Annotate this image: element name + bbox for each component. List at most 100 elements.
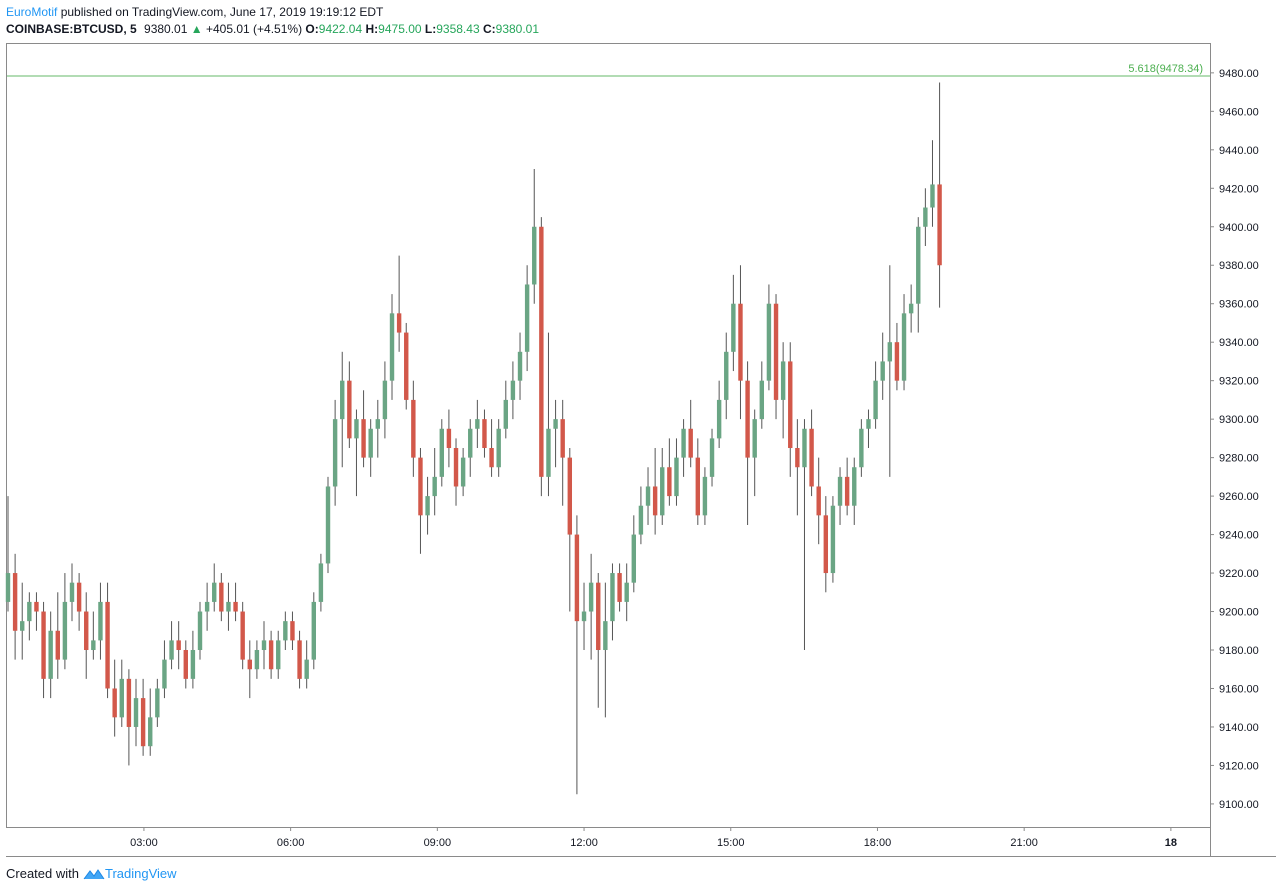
author-link[interactable]: EuroMotif xyxy=(6,5,58,19)
candle[interactable] xyxy=(667,438,672,506)
candle[interactable] xyxy=(859,419,864,477)
candle[interactable] xyxy=(695,438,701,525)
candle[interactable] xyxy=(212,563,217,612)
candle[interactable] xyxy=(290,611,295,651)
candle[interactable] xyxy=(660,448,665,525)
candle[interactable] xyxy=(5,496,11,612)
candle[interactable] xyxy=(425,476,430,535)
candle[interactable] xyxy=(41,601,46,699)
candle[interactable] xyxy=(588,553,594,660)
candle[interactable] xyxy=(780,342,786,439)
candle[interactable] xyxy=(55,592,60,679)
candle[interactable] xyxy=(283,611,288,651)
candle[interactable] xyxy=(411,380,416,477)
price-axis[interactable]: 9100.00 9120.00 9140.00 9160.00 9180.00 9200.… xyxy=(1210,68,1259,811)
candle[interactable] xyxy=(140,678,146,756)
candle[interactable] xyxy=(204,582,210,631)
candle[interactable] xyxy=(702,467,708,525)
candle[interactable] xyxy=(354,409,359,497)
candle[interactable] xyxy=(396,255,402,352)
candle[interactable] xyxy=(645,467,651,525)
candle[interactable] xyxy=(325,476,331,574)
candle[interactable] xyxy=(12,553,18,660)
candle[interactable] xyxy=(162,640,167,699)
candle[interactable] xyxy=(439,419,444,487)
candle[interactable] xyxy=(148,688,153,756)
candle[interactable] xyxy=(553,399,558,468)
candle[interactable] xyxy=(930,140,935,227)
candle[interactable] xyxy=(759,361,765,429)
candle[interactable] xyxy=(496,419,501,477)
candle[interactable] xyxy=(674,438,679,506)
candle[interactable] xyxy=(76,573,82,631)
candle[interactable] xyxy=(69,563,75,622)
candle[interactable] xyxy=(475,399,480,449)
candle[interactable] xyxy=(510,361,516,420)
candle[interactable] xyxy=(624,563,629,622)
candle[interactable] xyxy=(681,419,686,477)
candle[interactable] xyxy=(937,82,942,308)
candle[interactable] xyxy=(468,419,473,477)
candle[interactable] xyxy=(268,630,274,679)
candle[interactable] xyxy=(923,188,928,247)
candle[interactable] xyxy=(823,496,829,593)
candle[interactable] xyxy=(233,582,238,622)
candle[interactable] xyxy=(524,265,530,372)
candle[interactable] xyxy=(830,496,836,583)
candle[interactable] xyxy=(226,582,231,631)
candle[interactable] xyxy=(581,582,587,651)
candle[interactable] xyxy=(596,573,601,708)
candle[interactable] xyxy=(603,582,608,718)
candle[interactable] xyxy=(652,448,658,535)
candle[interactable] xyxy=(844,457,850,516)
candle[interactable] xyxy=(916,217,921,333)
candle[interactable] xyxy=(766,284,772,391)
candle[interactable] xyxy=(254,640,260,679)
candle[interactable] xyxy=(84,592,89,679)
candle[interactable] xyxy=(375,399,380,458)
candle[interactable] xyxy=(873,361,878,429)
candle[interactable] xyxy=(567,448,573,612)
candle[interactable] xyxy=(901,294,907,391)
candle[interactable] xyxy=(91,611,96,660)
candle[interactable] xyxy=(126,669,132,766)
candle[interactable] xyxy=(304,640,309,689)
candle[interactable] xyxy=(816,457,821,545)
candle[interactable] xyxy=(176,621,181,670)
candle[interactable] xyxy=(638,486,644,545)
candle[interactable] xyxy=(788,342,793,477)
candle[interactable] xyxy=(503,380,509,439)
candle[interactable] xyxy=(183,640,188,689)
candle[interactable] xyxy=(809,409,814,497)
candle[interactable] xyxy=(745,361,750,525)
candle[interactable] xyxy=(539,217,544,497)
candle[interactable] xyxy=(62,573,68,670)
candle[interactable] xyxy=(133,678,139,747)
candle[interactable] xyxy=(724,332,729,420)
candle[interactable] xyxy=(453,438,459,506)
candle[interactable] xyxy=(169,621,174,670)
candle[interactable] xyxy=(404,322,409,410)
tradingview-brand[interactable]: TradingView xyxy=(83,866,177,882)
candle[interactable] xyxy=(887,265,893,477)
candle[interactable] xyxy=(773,294,779,420)
candle[interactable] xyxy=(688,399,693,468)
candle[interactable] xyxy=(866,409,871,449)
candle[interactable] xyxy=(560,399,565,506)
candle[interactable] xyxy=(119,659,124,727)
candle[interactable] xyxy=(460,448,466,497)
candle[interactable] xyxy=(610,563,615,641)
candle[interactable] xyxy=(908,284,914,333)
candle[interactable] xyxy=(631,515,637,593)
time-axis[interactable]: 03:00 06:00 09:00 12:00 15:00 18:00 21:00 18 xyxy=(130,827,1177,849)
candle[interactable] xyxy=(240,601,245,670)
candle[interactable] xyxy=(532,169,537,304)
candle[interactable] xyxy=(261,621,267,670)
candle[interactable] xyxy=(27,592,32,641)
candle[interactable] xyxy=(297,630,302,689)
candle[interactable] xyxy=(489,419,494,477)
candle[interactable] xyxy=(190,630,196,689)
candle[interactable] xyxy=(894,322,900,391)
candle[interactable] xyxy=(311,592,316,670)
